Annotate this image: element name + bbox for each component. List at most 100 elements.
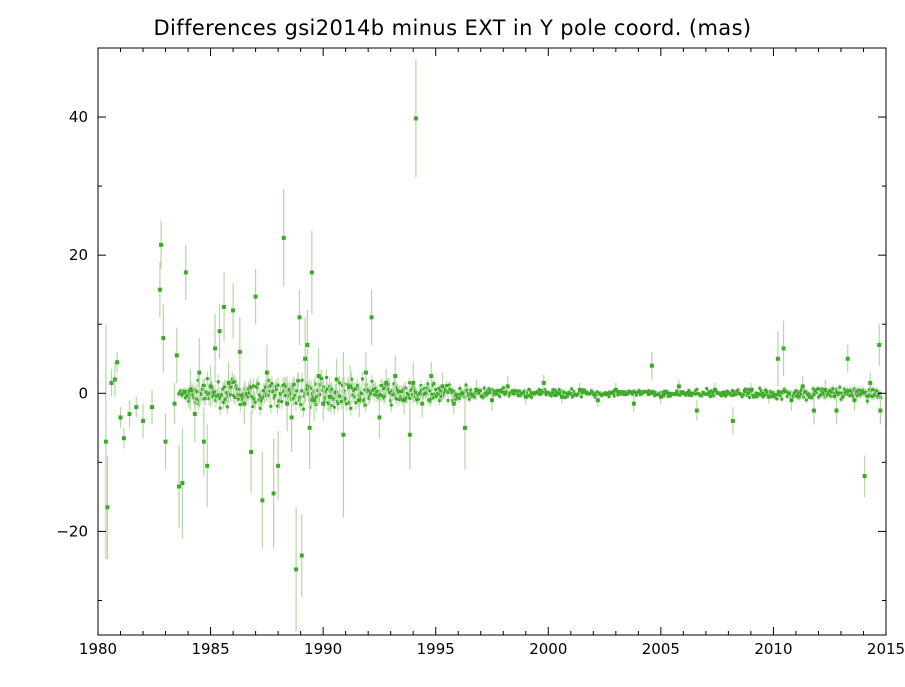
band-point [758,386,762,390]
data-point [676,384,681,389]
band-point [300,378,304,382]
band-point [282,389,286,393]
band-point [512,392,516,396]
data-point [429,374,434,379]
band-point [293,393,297,397]
band-point [279,392,283,396]
band-point [329,404,333,408]
band-point [335,399,339,403]
band-point [411,393,415,397]
data-point [307,425,312,430]
band-point [745,393,749,397]
band-point [746,391,750,395]
band-point [544,390,548,394]
band-point [290,386,294,390]
band-point [340,383,344,387]
band-point [451,399,455,403]
band-point [491,388,495,392]
data-point [694,408,699,413]
band-point [216,380,220,384]
band-point [681,390,685,394]
data-point [118,415,123,420]
band-point [403,386,407,390]
band-point [419,384,423,388]
band-point [354,401,358,405]
band-point [552,393,556,397]
data-point [226,380,231,385]
data-point [649,363,654,368]
data-point [305,342,310,347]
band-point [764,388,768,392]
band-point [528,393,532,397]
band-point [510,389,514,393]
band-point [249,386,253,390]
band-point [640,392,644,396]
data-point [407,432,412,437]
band-point [363,403,367,407]
band-point [412,394,416,398]
data-point [474,387,479,392]
band-point [444,388,448,392]
band-point [445,384,449,388]
band-point [720,391,724,395]
data-point [316,374,321,379]
band-point [430,392,434,396]
y-tick-label: −20 [56,522,88,540]
band-point [770,391,774,395]
band-point [374,387,378,391]
band-point [723,392,727,396]
band-point [566,392,570,396]
band-point [592,392,596,396]
band-point [184,396,188,400]
band-point [276,383,280,387]
band-point [407,393,411,397]
band-point [804,398,808,402]
data-point [121,436,126,441]
band-point [389,399,393,403]
band-point [473,395,477,399]
band-point [820,387,824,391]
band-point [564,395,568,399]
band-point [323,396,327,400]
band-point [555,390,559,394]
band-point [428,389,432,393]
band-point [588,392,592,396]
band-point [617,390,621,394]
band-point [579,395,583,399]
band-point [661,393,665,397]
x-tick-label: 2000 [529,640,567,658]
data-point [127,412,132,417]
band-point [246,395,250,399]
band-point [338,381,342,385]
band-point [686,391,690,395]
band-point [833,394,837,398]
x-tick-label: 2005 [642,640,680,658]
band-point [355,384,359,388]
data-point [115,360,120,365]
band-point [464,383,468,387]
band-point [274,387,278,391]
band-point [235,387,239,391]
band-point [267,394,271,398]
data-point [789,398,794,403]
data-point [595,398,600,403]
band-point [722,390,726,394]
band-point [842,387,846,391]
band-point [257,398,261,402]
band-point [422,386,426,390]
band-point [302,394,306,398]
band-point [427,398,431,402]
band-point [268,389,272,393]
band-point [815,387,819,391]
data-point [845,356,850,361]
band-point [233,380,237,384]
band-point [466,393,470,397]
band-point [275,404,279,408]
band-point [807,392,811,396]
band-point [462,392,466,396]
band-point [370,379,374,383]
band-point [458,387,462,391]
band-point [426,382,430,386]
band-point [525,391,529,395]
band-point [204,390,208,394]
